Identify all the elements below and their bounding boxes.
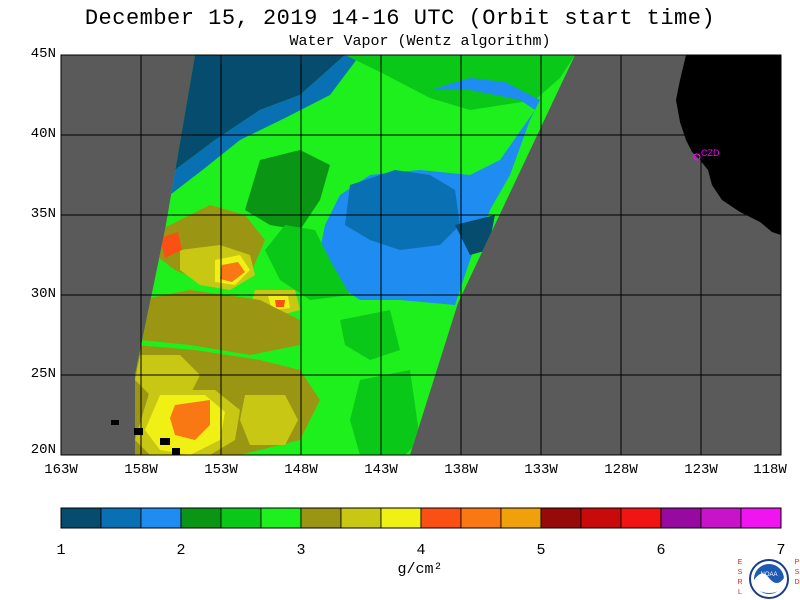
lat-label: 35N <box>30 206 56 222</box>
colorbar-swatch <box>100 507 142 529</box>
lon-label: 153W <box>204 462 238 478</box>
station-label: CZD <box>701 148 720 158</box>
colorbar-swatch <box>60 507 102 529</box>
lon-label: 128W <box>604 462 638 478</box>
lon-label: 163W <box>44 462 78 478</box>
colorbar-tick-label: 7 <box>776 542 786 559</box>
lon-label: 138W <box>444 462 478 478</box>
colorbar-unit: g/cm² <box>397 561 443 578</box>
colorbar-tick-label: 6 <box>656 542 666 559</box>
colorbar-tick-label: 1 <box>56 542 66 559</box>
colorbar-swatch <box>660 507 702 529</box>
colorbar <box>60 507 782 529</box>
colorbar-swatch <box>300 507 342 529</box>
colorbar-swatch <box>140 507 182 529</box>
lon-label: 118W <box>753 462 787 478</box>
colorbar-swatch <box>180 507 222 529</box>
colorbar-swatch <box>540 507 582 529</box>
colorbar-swatch <box>500 507 542 529</box>
lat-label: 20N <box>30 442 56 458</box>
colorbar-tick-label: 2 <box>176 542 186 559</box>
station-marker <box>693 153 701 161</box>
colorbar-swatch <box>740 507 782 529</box>
colorbar-swatch <box>260 507 302 529</box>
map-frame <box>60 54 782 456</box>
map-subtitle: Water Vapor (Wentz algorithm) <box>289 33 551 50</box>
colorbar-tick-label: 4 <box>416 542 426 559</box>
colorbar-tick-label: 5 <box>536 542 546 559</box>
lon-label: 158W <box>124 462 158 478</box>
lon-label: 148W <box>284 462 318 478</box>
lat-label: 25N <box>30 366 56 382</box>
lat-lon-grid <box>61 55 781 455</box>
colorbar-swatch <box>220 507 262 529</box>
lat-label: 40N <box>30 126 56 142</box>
colorbar-swatch <box>620 507 662 529</box>
lon-label: 143W <box>364 462 398 478</box>
land-mass <box>676 55 781 235</box>
colorbar-swatch <box>420 507 462 529</box>
svg-text:NOAA: NOAA <box>760 572 777 578</box>
colorbar-frame <box>60 507 782 529</box>
lat-label: 45N <box>30 46 56 62</box>
lon-label: 123W <box>684 462 718 478</box>
hawaiian-islands <box>111 420 180 455</box>
lon-label: 133W <box>524 462 558 478</box>
colorbar-swatch <box>380 507 422 529</box>
colorbar-swatch <box>460 507 502 529</box>
colorbar-swatch <box>700 507 742 529</box>
colorbar-swatch <box>340 507 382 529</box>
map-title: December 15, 2019 14-16 UTC (Orbit start… <box>84 6 716 31</box>
colorbar-tick-label: 3 <box>296 542 306 559</box>
colorbar-swatch <box>580 507 622 529</box>
lat-label: 30N <box>30 286 56 302</box>
noaa-logo-icon: NOAA <box>749 559 789 599</box>
